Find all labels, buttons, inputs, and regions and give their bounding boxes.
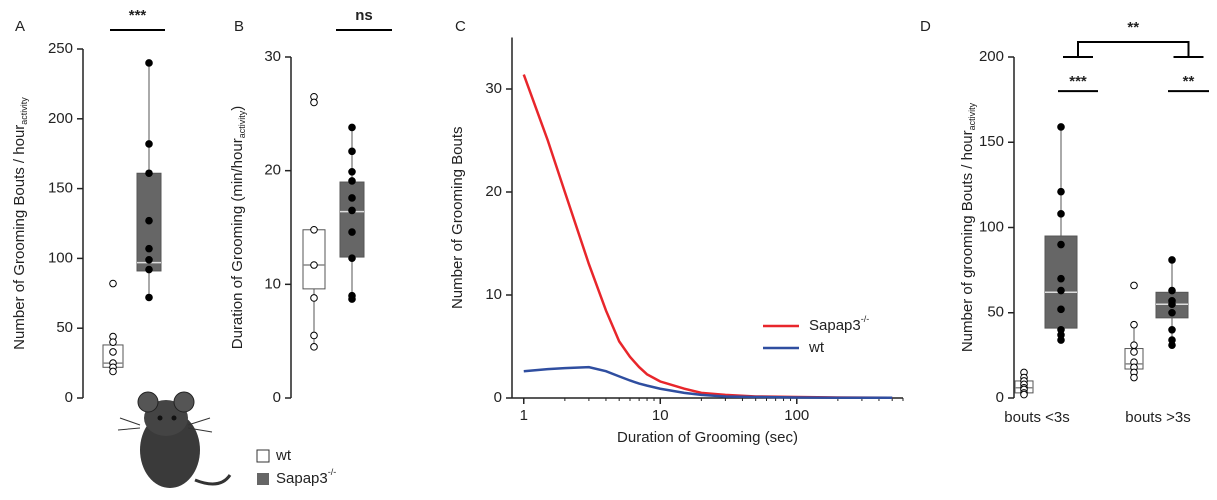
data-point (348, 147, 356, 156)
y-tick-label: 150 (979, 133, 1004, 150)
data-point (145, 255, 153, 264)
x-axis-label: Duration of Grooming (sec) (617, 429, 798, 446)
data-point (145, 293, 153, 302)
legend-swatch (257, 473, 269, 485)
data-point (145, 140, 153, 148)
data-point (1057, 305, 1065, 314)
significance-label: ** (1183, 73, 1195, 90)
x-category-label: bouts >3s (1125, 409, 1190, 426)
y-tick-label: 10 (485, 286, 502, 303)
data-point (348, 254, 356, 262)
data-point (1130, 320, 1138, 329)
y-tick-label: 150 (48, 180, 73, 197)
data-point (310, 225, 318, 234)
data-point (1168, 308, 1176, 317)
y-tick-label: 250 (48, 40, 73, 57)
box (339, 181, 365, 258)
data-point (145, 169, 153, 178)
y-tick-label: 0 (996, 389, 1004, 406)
data-point (348, 168, 356, 176)
data-point (109, 279, 117, 288)
data-point (310, 343, 318, 351)
data-point (109, 338, 117, 346)
data-point (348, 194, 356, 202)
data-point (1057, 286, 1065, 295)
data-point (145, 244, 153, 253)
box (302, 229, 326, 290)
data-point (145, 265, 153, 274)
data-point (1168, 256, 1176, 264)
legend-label: Sapap3-/- (809, 314, 869, 334)
data-point (1168, 300, 1176, 309)
legend-label: wt (808, 339, 825, 356)
y-tick-label: 100 (979, 218, 1004, 235)
y-axis-label: Number of grooming Bouts / houractivity (959, 102, 977, 352)
data-point (109, 348, 117, 356)
data-point (1020, 390, 1028, 399)
data-point (310, 331, 318, 340)
data-point (348, 123, 356, 132)
y-tick-label: 0 (494, 389, 502, 406)
y-axis-label: Duration of Grooming (min/houractivity) (229, 106, 247, 349)
significance-label: ns (355, 7, 373, 24)
panel-letter: D (920, 18, 931, 35)
data-point (1130, 373, 1138, 382)
x-category-label: bouts <3s (1004, 409, 1069, 426)
data-point (1057, 187, 1065, 196)
data-point (1130, 341, 1138, 349)
data-point (310, 98, 318, 107)
data-point (1168, 286, 1176, 295)
data-point (1168, 341, 1176, 349)
mouse-icon (117, 391, 232, 488)
panel-letter: C (455, 18, 466, 35)
data-point (1057, 336, 1065, 344)
data-point (1168, 326, 1176, 334)
y-tick-label: 20 (264, 162, 281, 179)
y-tick-label: 200 (48, 110, 73, 127)
legend-label: Sapap3-/- (276, 467, 336, 487)
y-axis-label: Number of Grooming Bouts / houractivity (11, 97, 29, 350)
data-point (1057, 240, 1065, 249)
x-tick-label: 10 (652, 407, 669, 424)
data-point (109, 367, 117, 376)
y-tick-label: 200 (979, 48, 1004, 65)
significance-bracket (1063, 41, 1204, 58)
y-tick-label: 20 (485, 183, 502, 200)
y-tick-label: 30 (485, 80, 502, 97)
data-point (145, 59, 153, 67)
y-tick-label: 10 (264, 275, 281, 292)
y-tick-label: 100 (48, 249, 73, 266)
y-tick-label: 50 (987, 304, 1004, 321)
data-point (348, 228, 356, 236)
series-line (522, 74, 893, 400)
data-point (1057, 274, 1065, 283)
legend-label: wt (275, 447, 292, 464)
significance-label: ** (1127, 19, 1139, 36)
series-line (523, 365, 893, 400)
data-point (348, 295, 356, 303)
y-tick-label: 0 (65, 389, 73, 406)
legend-swatch (256, 449, 270, 463)
y-tick-label: 30 (264, 48, 281, 65)
data-point (1057, 123, 1065, 131)
significance-label: *** (1069, 73, 1087, 90)
data-point (348, 206, 356, 215)
significance-label: *** (129, 7, 147, 24)
y-axis-label: Number of Grooming Bouts (449, 126, 466, 309)
x-tick-label: 1 (520, 407, 528, 424)
data-point (1130, 281, 1138, 290)
data-point (310, 261, 318, 269)
panel-letter: B (234, 18, 244, 35)
data-point (348, 177, 356, 185)
data-point (1130, 348, 1138, 356)
data-point (1057, 210, 1065, 218)
x-tick-label: 100 (784, 407, 809, 424)
data-point (310, 294, 318, 302)
data-point (145, 216, 153, 225)
panel-letter: A (15, 18, 25, 35)
y-tick-label: 50 (56, 319, 73, 336)
y-tick-label: 0 (273, 389, 281, 406)
